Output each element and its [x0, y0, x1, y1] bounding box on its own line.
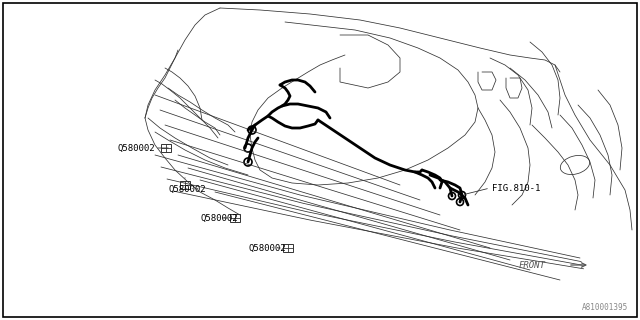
- Text: Q580002: Q580002: [248, 244, 285, 252]
- Text: A810001395: A810001395: [582, 303, 628, 312]
- Bar: [161, 144, 171, 152]
- Bar: [230, 214, 240, 222]
- Text: Q580002: Q580002: [117, 143, 155, 153]
- Text: FRONT: FRONT: [518, 260, 545, 269]
- Text: Q580002: Q580002: [200, 213, 237, 222]
- Bar: [283, 244, 293, 252]
- Bar: [180, 181, 190, 189]
- Text: FIG.810-1: FIG.810-1: [492, 183, 540, 193]
- Text: Q580002: Q580002: [168, 185, 205, 194]
